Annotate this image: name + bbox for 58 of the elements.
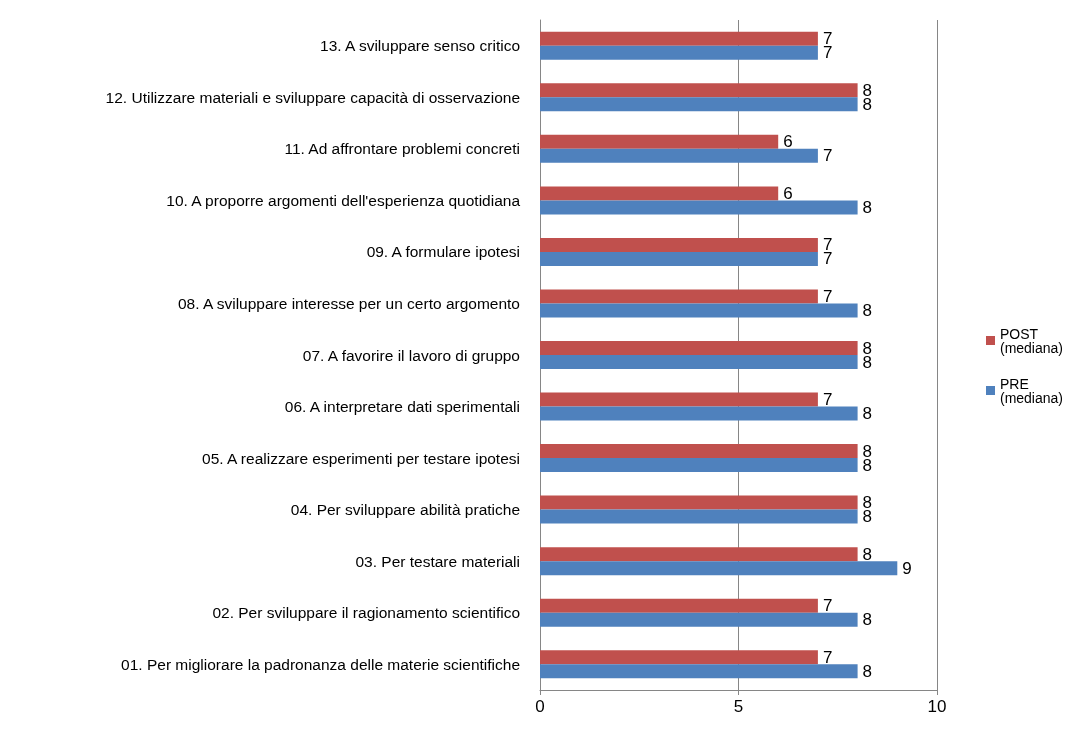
bar — [540, 303, 858, 318]
data-label: 8 — [862, 197, 873, 217]
bar — [540, 134, 779, 149]
data-label: 8 — [862, 661, 873, 681]
y-tick-label: 12. Utilizzare materiali e sviluppare capacità di osservazione — [105, 88, 520, 106]
bar — [540, 561, 898, 576]
bar — [540, 612, 858, 627]
y-tick-label: 06. A interpretare dati sperimentali — [284, 398, 520, 416]
x-tick-label: 5 — [733, 697, 744, 716]
bar — [540, 509, 858, 524]
data-label: 8 — [862, 404, 873, 424]
data-label: 6 — [783, 183, 793, 203]
y-tick-label: 03. Per testare materiali — [355, 552, 520, 570]
bar — [540, 31, 818, 46]
bar — [540, 341, 858, 355]
bar — [540, 598, 818, 613]
data-label: 7 — [822, 286, 833, 306]
data-label: 8 — [862, 544, 873, 564]
y-tick-label: 10. A proporre argomenti dell'esperienza quotidiana — [166, 191, 521, 209]
data-label: 7 — [822, 647, 833, 667]
x-tick-label: 10 — [927, 697, 947, 716]
bar — [540, 664, 858, 679]
data-label: 7 — [822, 596, 833, 616]
bar — [540, 237, 818, 252]
data-label: 8 — [862, 300, 873, 320]
y-tick-label: 01. Per migliorare la padronanza delle materie scientifiche — [121, 655, 520, 673]
y-tick-label: 13. A sviluppare senso critico — [320, 37, 520, 55]
bar — [540, 200, 858, 215]
bar — [540, 392, 818, 407]
bar — [540, 458, 858, 473]
y-tick-label: 02. Per sviluppare il ragionamento scientifico — [212, 604, 520, 622]
legend-label: POST (mediana) — [999, 325, 1063, 356]
bar — [540, 547, 858, 562]
y-tick-label: 09. A formulare ipotesi — [366, 243, 520, 261]
y-tick-label: 11. Ad affrontare problemi concreti — [284, 140, 520, 158]
bar — [540, 650, 818, 665]
bar — [540, 251, 818, 266]
data-label: 7 — [822, 146, 833, 166]
legend-label: PRE (mediana) — [999, 375, 1063, 406]
y-tick-label: 05. A realizzare esperimenti per testare ipotesi — [202, 449, 520, 467]
bar — [540, 495, 858, 510]
y-tick-label: 07. A favorire il lavoro di gruppo — [302, 346, 520, 364]
data-label: 8 — [862, 610, 873, 630]
bar — [540, 148, 818, 163]
bar — [540, 83, 858, 98]
bar — [540, 45, 818, 60]
y-tick-label: 08. A sviluppare interesse per un certo argomento — [177, 294, 520, 312]
bar — [540, 97, 858, 112]
data-label: 9 — [902, 558, 912, 578]
data-label: 7 — [822, 390, 833, 410]
x-tick-label: 0 — [535, 697, 545, 716]
bar — [540, 355, 858, 369]
bar — [540, 444, 858, 459]
data-label: 6 — [783, 132, 793, 152]
bar — [540, 186, 779, 201]
bar — [540, 289, 818, 304]
bar — [540, 406, 858, 421]
y-tick-label: 04. Per sviluppare abilità pratiche — [290, 501, 520, 519]
